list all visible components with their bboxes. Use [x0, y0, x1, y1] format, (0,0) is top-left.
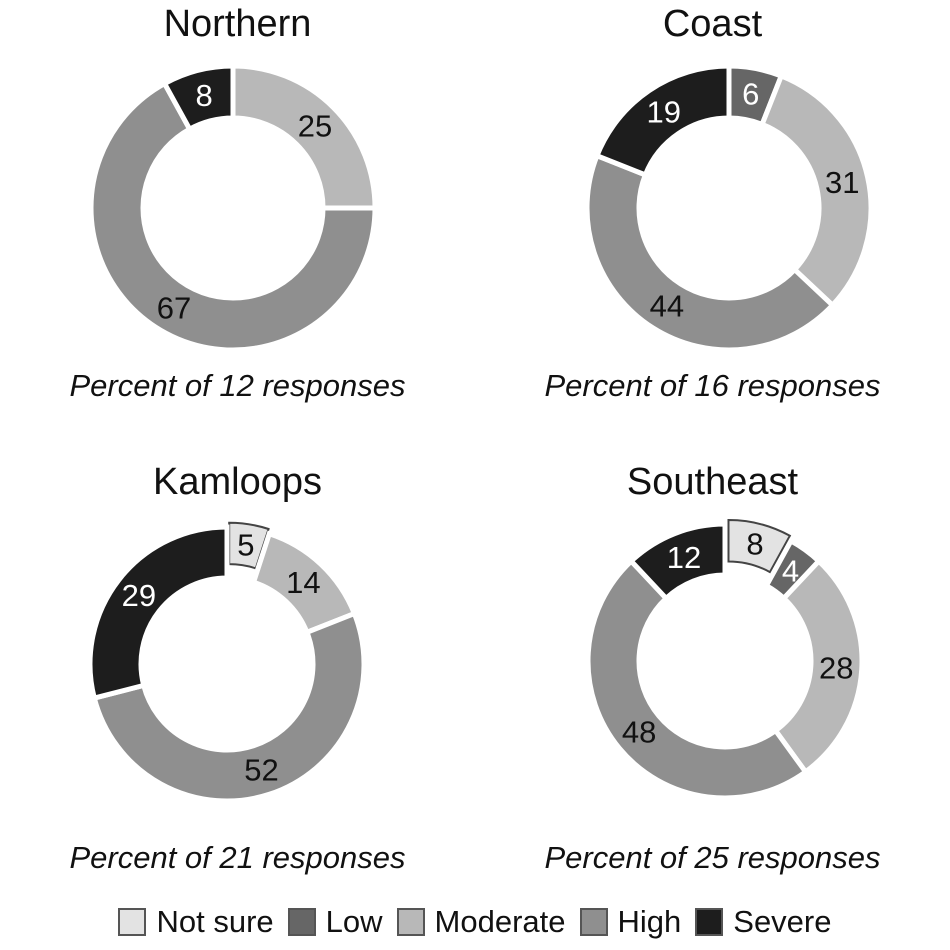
slice-not-sure — [727, 519, 792, 574]
legend-item-severe: Severe — [695, 904, 832, 940]
panel-title: Northern — [163, 3, 312, 45]
legend-swatch — [695, 908, 724, 936]
data-label-severe: 19 — [647, 95, 681, 130]
legend-swatch — [287, 908, 316, 936]
slice-high — [585, 557, 810, 801]
panel-caption: Percent of 16 responses — [544, 368, 881, 403]
data-label-low: 6 — [742, 77, 759, 112]
data-label-high: 44 — [650, 288, 684, 323]
data-label-high: 67 — [157, 290, 191, 325]
slice-high — [584, 152, 837, 353]
slice-moderate — [758, 72, 874, 309]
legend-label: Low — [325, 904, 383, 939]
data-label-moderate: 31 — [825, 165, 859, 200]
legend-item-high: High — [579, 904, 682, 940]
panel-southeast: Southeast 8 4 28 48 12 Percent of 25 respons… — [475, 448, 950, 888]
slice-high — [91, 610, 367, 804]
slice-severe — [87, 524, 230, 702]
panel-kamloops: Kamloops 5 14 52 29 Percent of 21 responses — [0, 448, 475, 888]
slice-severe — [627, 521, 728, 602]
panel-northern: Northern 25 67 8 Percent of 12 responses — [0, 0, 475, 440]
legend-label: High — [617, 904, 682, 939]
donut-northern: 25 67 8 — [88, 63, 378, 353]
legend-swatch — [396, 908, 425, 936]
slice-moderate — [772, 557, 865, 776]
data-label-severe: 12 — [667, 540, 701, 575]
panel-title: Coast — [662, 3, 763, 45]
donut-southeast: 84 28 48 12 — [585, 519, 865, 801]
panel-caption: Percent of 21 responses — [69, 840, 406, 875]
slice-high — [88, 80, 378, 353]
data-label-not-sure: 5 — [237, 527, 254, 562]
legend-swatch — [118, 908, 147, 936]
data-label-not-sure: 8 — [746, 527, 763, 562]
legend-label: Moderate — [434, 904, 566, 939]
legend-label: Severe — [733, 904, 832, 939]
legend-item-low: Low — [287, 904, 383, 940]
slice-moderate — [230, 63, 378, 211]
panel-title: Southeast — [626, 461, 799, 503]
data-label-moderate: 14 — [286, 565, 320, 600]
slice-severe — [593, 63, 732, 179]
slice-severe — [161, 63, 236, 133]
data-label-moderate: 25 — [298, 108, 332, 143]
data-label-moderate: 28 — [819, 651, 853, 686]
legend-item-not-sure: Not sure — [118, 904, 274, 940]
data-label-high: 52 — [244, 753, 278, 788]
donut-kamloops: 5 14 52 29 — [87, 521, 367, 804]
panel-caption: Percent of 25 responses — [544, 840, 881, 875]
data-label-low: 4 — [782, 553, 799, 588]
panel-title: Kamloops — [153, 461, 322, 503]
data-label-severe: 8 — [196, 78, 213, 113]
legend: Not sure Low Moderate High Severe — [0, 900, 950, 944]
panel-coast: Coast 6 31 44 19 Percent of 16 responses — [475, 0, 950, 440]
legend-label: Not sure — [156, 904, 274, 939]
panel-caption: Percent of 12 responses — [69, 368, 406, 403]
donut-coast: 6 31 44 19 — [584, 63, 874, 353]
legend-item-moderate: Moderate — [396, 904, 566, 940]
data-label-severe: 29 — [122, 578, 156, 613]
legend-swatch — [579, 908, 608, 936]
data-label-high: 48 — [622, 715, 656, 750]
